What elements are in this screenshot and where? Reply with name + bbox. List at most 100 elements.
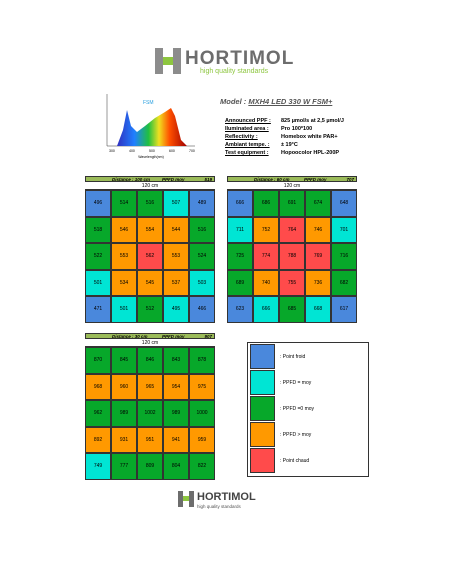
cell: 544 xyxy=(163,216,189,243)
cell: 534 xyxy=(111,269,137,296)
cell: 666 xyxy=(227,190,253,217)
spec-row: Test equipment : Hopoocolor HPL-200P xyxy=(225,150,425,158)
cell: 553 xyxy=(111,243,137,270)
cell: 769 xyxy=(305,243,331,270)
cell: 989 xyxy=(111,400,137,427)
cell: 512 xyxy=(137,296,163,323)
cell: 843 xyxy=(163,347,189,374)
cell: 514 xyxy=(111,190,137,217)
cell: 989 xyxy=(163,400,189,427)
cell: 962 xyxy=(85,400,111,427)
ppfd-label: PPFD moy xyxy=(162,177,185,182)
legend-label: : PPFD = moy xyxy=(280,380,312,386)
distance: Distance : 30 cm xyxy=(112,334,148,339)
spec-key: Iluminated area : xyxy=(225,126,269,132)
legend-swatch xyxy=(250,344,275,369)
ppfd-label: PPFD moy xyxy=(162,334,185,339)
spec-value: ± 19°C xyxy=(281,142,298,148)
cell: 682 xyxy=(331,269,357,296)
cell: 689 xyxy=(227,269,253,296)
cell: 686 xyxy=(253,190,279,217)
cell: 489 xyxy=(189,190,215,217)
cell: 822 xyxy=(189,453,215,480)
legend-label: : Point chaud xyxy=(280,458,310,464)
cell: 545 xyxy=(137,269,163,296)
spec-key: Ambiant tempe. : xyxy=(225,142,270,148)
cell: 774 xyxy=(253,243,279,270)
cell: 518 xyxy=(85,216,111,243)
cell: 546 xyxy=(111,216,137,243)
spec-row: Ambiant tempe. : ± 19°C xyxy=(225,142,425,150)
brand: HORTIMOL xyxy=(185,48,295,69)
cell: 954 xyxy=(163,373,189,400)
cell: 507 xyxy=(163,190,189,217)
cell: 736 xyxy=(305,269,331,296)
model-name: MXH4 LED 330 W FSM+ xyxy=(248,97,333,106)
cell: 648 xyxy=(331,190,357,217)
model: Model : MXH4 LED 330 W FSM+ xyxy=(220,97,332,106)
cell: 496 xyxy=(85,190,111,217)
footer-icon xyxy=(178,491,194,507)
footer-brand: HORTIMOL xyxy=(197,491,256,503)
width-label: 120 cm xyxy=(85,340,215,347)
cell: 931 xyxy=(111,426,137,453)
spec-value: Hopoocolor HPL-200P xyxy=(281,150,340,156)
cell: 746 xyxy=(305,216,331,243)
distance: Distance : 60 cm xyxy=(254,177,290,182)
width-label: 120 cm xyxy=(227,183,357,190)
cell: 725 xyxy=(227,243,253,270)
cell: 1000 xyxy=(189,400,215,427)
legend-swatch xyxy=(250,396,275,421)
cell: 623 xyxy=(227,296,253,323)
cell: 749 xyxy=(85,453,111,480)
cell: 685 xyxy=(279,296,305,323)
legend-swatch xyxy=(250,422,275,447)
cell: 524 xyxy=(189,243,215,270)
x-tick: 300 xyxy=(109,149,115,153)
cell: 878 xyxy=(189,347,215,374)
cell: 941 xyxy=(163,426,189,453)
cell: 495 xyxy=(163,296,189,323)
x-tick: 400 xyxy=(129,149,135,153)
legend-label: : PPFD > moy xyxy=(280,432,312,438)
spec-key: Reflectivity : xyxy=(225,134,258,140)
cell: 701 xyxy=(331,216,357,243)
logo-icon xyxy=(155,48,181,74)
cell: 516 xyxy=(189,216,215,243)
spectrum-chart: FSM 300 400 500 600 700 Wavelength(nm) xyxy=(106,94,195,159)
x-tick: 500 xyxy=(149,149,155,153)
cell: 617 xyxy=(331,296,357,323)
specs: Announced PPF : 825 µmol/s at 2,5 µmol/J I… xyxy=(225,118,425,158)
grid-header: Distance : 100 cm PPFD moy 519 xyxy=(85,176,215,182)
ppfd-avg: 519 xyxy=(204,177,212,182)
cell: 965 xyxy=(137,373,163,400)
x-axis-label: Wavelength(nm) xyxy=(138,155,164,159)
spec-row: Announced PPF : 825 µmol/s at 2,5 µmol/J xyxy=(225,118,425,126)
cell: 755 xyxy=(279,269,305,296)
cell: 845 xyxy=(111,347,137,374)
spec-value: Pro 100*100 xyxy=(281,126,313,132)
spectrum-label: FSM xyxy=(143,100,154,106)
x-tick: 700 xyxy=(189,149,195,153)
tagline: high quality standards xyxy=(200,68,269,75)
spec-key: Test equipment : xyxy=(225,150,269,156)
cell: 740 xyxy=(253,269,279,296)
legend-label: : Point froid xyxy=(280,354,306,360)
legend-swatch xyxy=(250,448,275,473)
spec-row: Reflectivity : Homebox white PAR+ xyxy=(225,134,425,142)
spec-row: Iluminated area : Pro 100*100 xyxy=(225,126,425,134)
cell: 846 xyxy=(137,347,163,374)
cell: 711 xyxy=(227,216,253,243)
model-prefix: Model : xyxy=(220,97,247,106)
cell: 471 xyxy=(85,296,111,323)
cell: 788 xyxy=(279,243,305,270)
cell: 674 xyxy=(305,190,331,217)
cell: 666 xyxy=(253,296,279,323)
legend-label: : PPFD =0 moy xyxy=(280,406,315,412)
grid-header: Distance : 60 cm PPFD moy 707 xyxy=(227,176,357,182)
x-tick: 600 xyxy=(169,149,175,153)
cell: 764 xyxy=(279,216,305,243)
cell: 892 xyxy=(85,426,111,453)
spec-value: Homebox white PAR+ xyxy=(281,134,338,140)
cell: 951 xyxy=(137,426,163,453)
